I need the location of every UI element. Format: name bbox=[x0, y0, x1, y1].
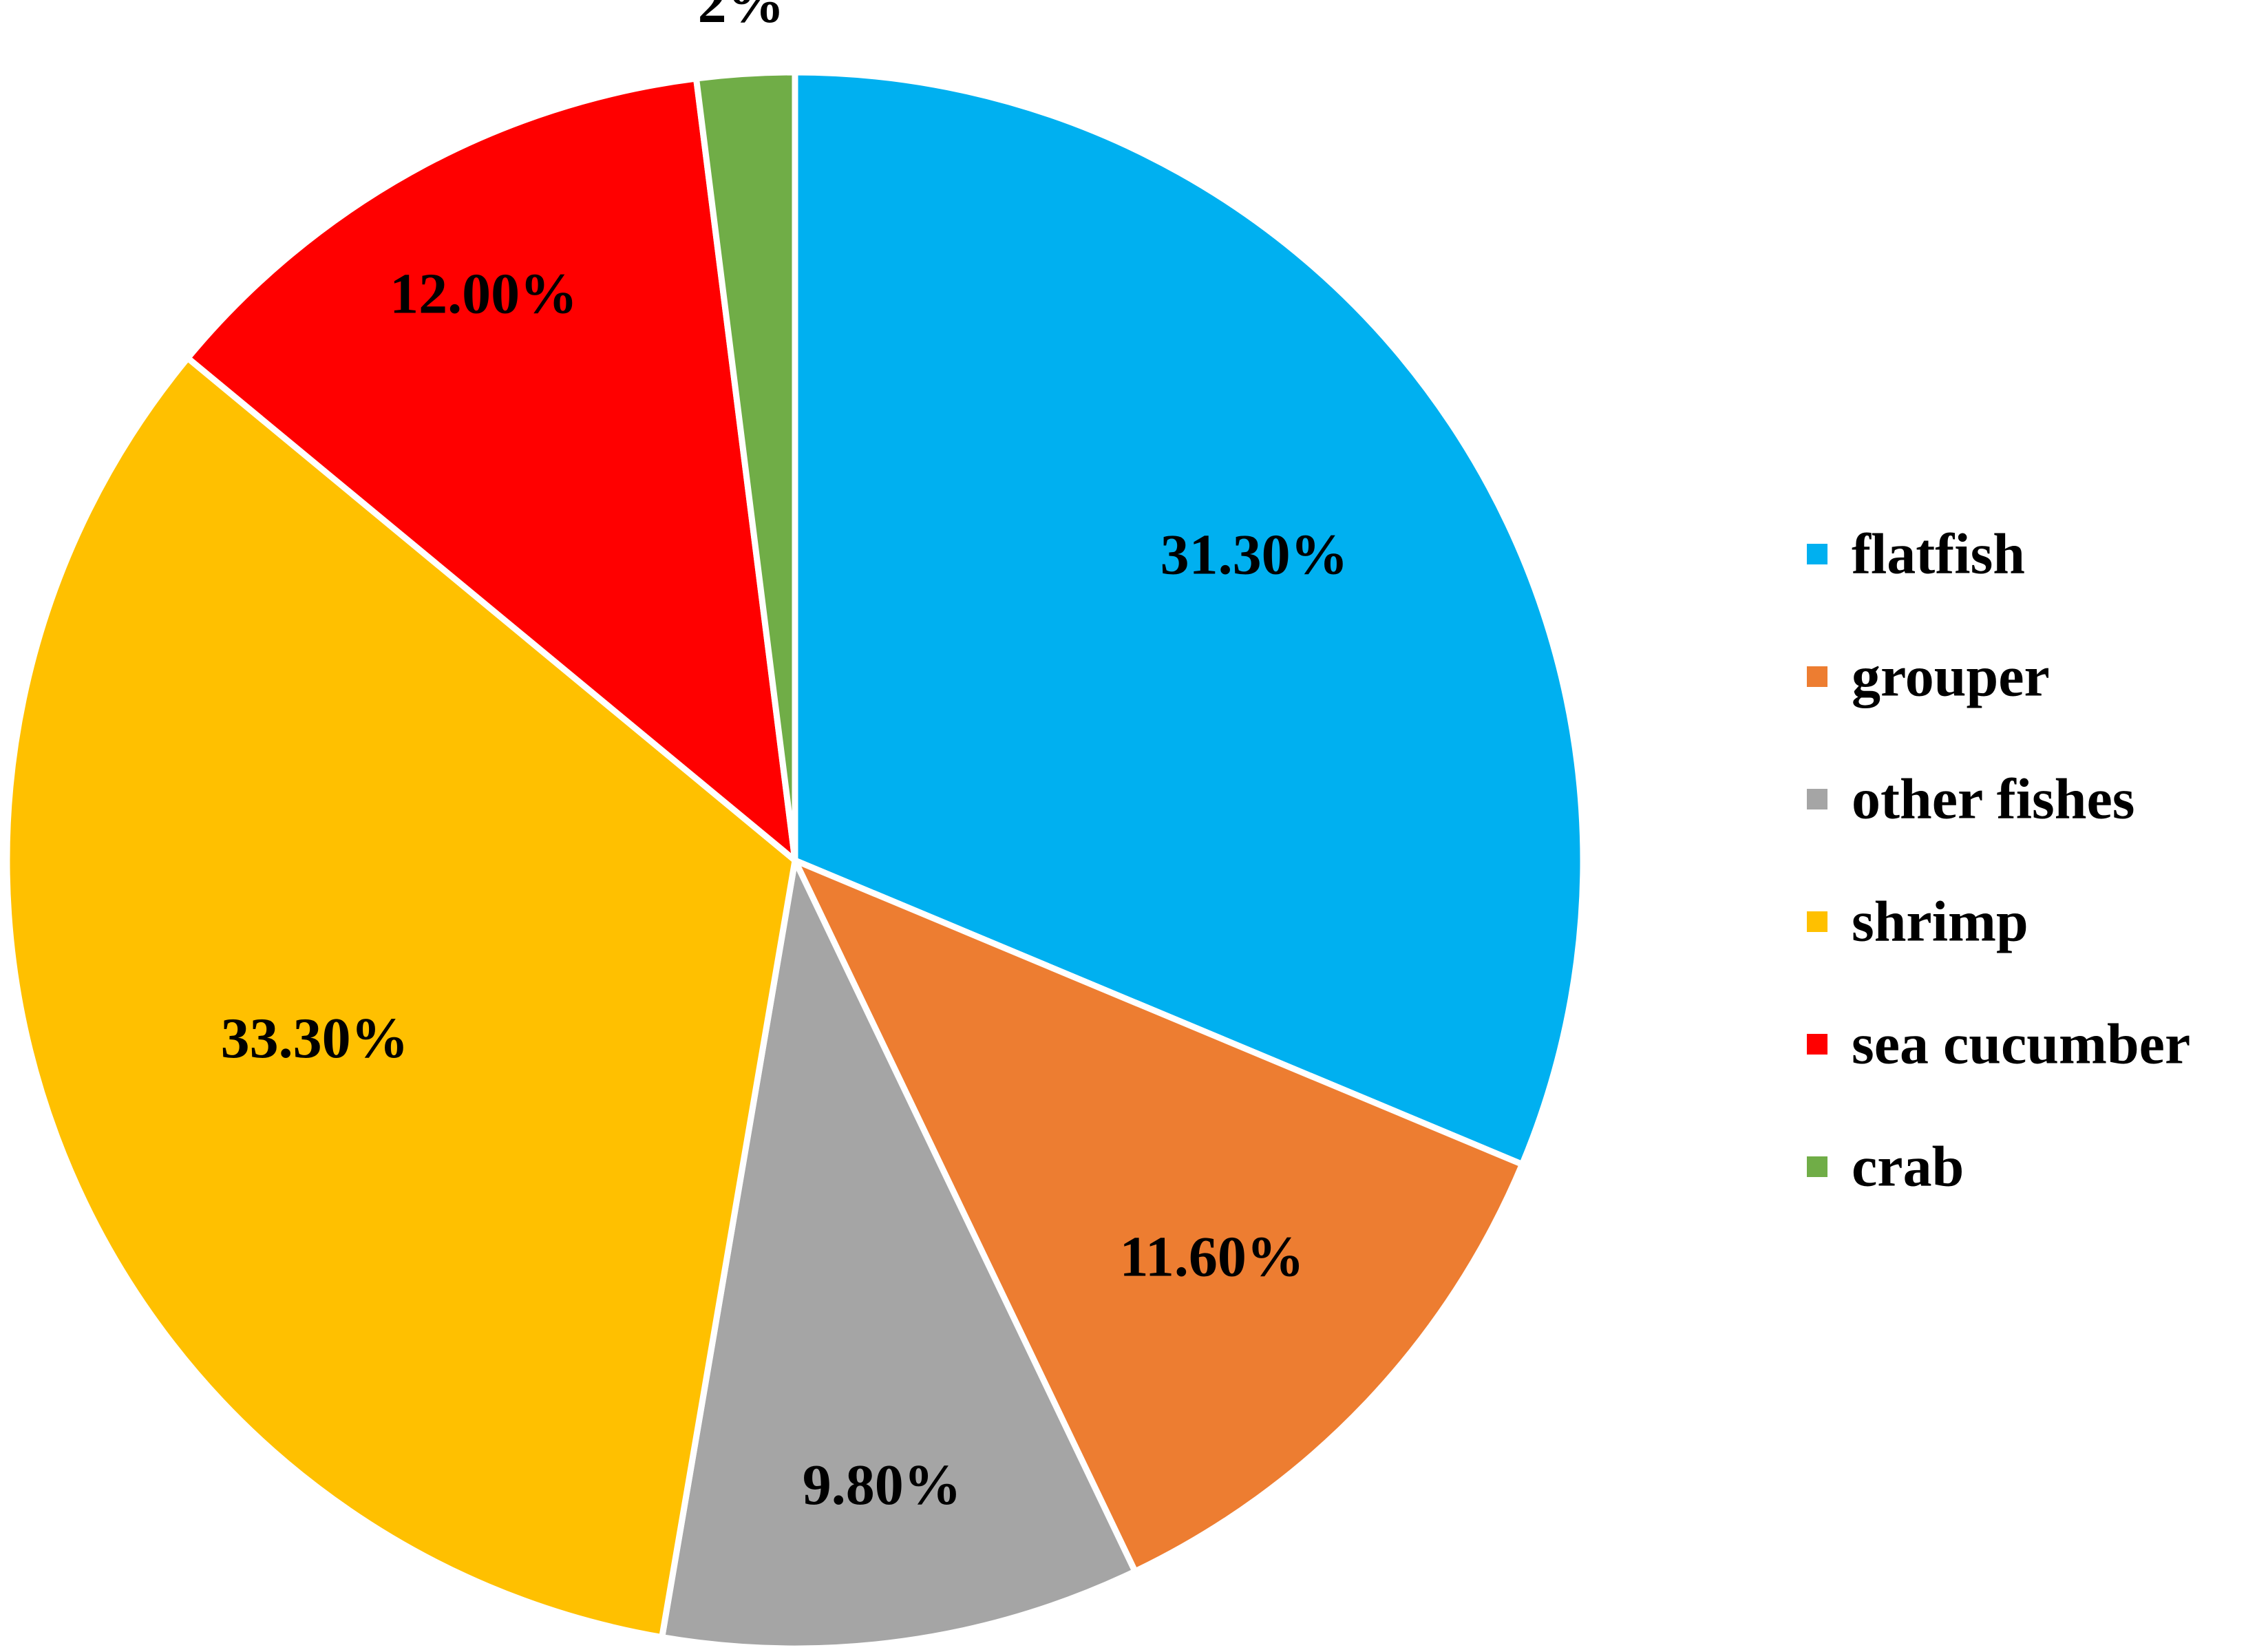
legend-swatch-shrimp bbox=[1807, 911, 1827, 932]
pie-slice-sea-cucumber bbox=[184, 75, 798, 864]
legend-item-flatfish: flatfish bbox=[1807, 522, 2025, 586]
pie-slice-flatfish bbox=[792, 69, 1587, 1167]
legend-item-other-fishes: other fishes bbox=[1807, 767, 2134, 832]
data-label-sea-cucumber: 12.00% bbox=[390, 262, 578, 326]
pie-slices bbox=[3, 69, 1587, 1652]
legend-swatch-sea-cucumber bbox=[1807, 1034, 1827, 1055]
legend-label-other-fishes: other fishes bbox=[1852, 767, 2134, 832]
data-label-grouper: 11.60% bbox=[1120, 1225, 1304, 1289]
pie-slice-grouper bbox=[792, 857, 1525, 1575]
legend-label-crab: crab bbox=[1852, 1135, 1964, 1199]
pie-slice-crab bbox=[692, 69, 798, 864]
legend-label-grouper: grouper bbox=[1852, 645, 2050, 709]
legend-swatch-crab bbox=[1807, 1156, 1827, 1177]
pie-slice-shrimp bbox=[3, 354, 798, 1641]
legend-swatch-grouper bbox=[1807, 666, 1827, 687]
legend-item-grouper: grouper bbox=[1807, 645, 2050, 709]
legend-label-sea-cucumber: sea cucumber bbox=[1852, 1013, 2190, 1077]
legend-swatch-flatfish bbox=[1807, 544, 1827, 564]
data-label-shrimp: 33.30% bbox=[221, 1006, 409, 1070]
pie-data-labels: 31.30% 11.60% 9.80% 33.30% 12.00% 2% bbox=[221, 0, 1348, 1517]
legend-item-sea-cucumber: sea cucumber bbox=[1807, 1013, 2190, 1077]
legend-swatch-other-fishes bbox=[1807, 789, 1827, 809]
data-label-flatfish: 31.30% bbox=[1161, 522, 1348, 586]
legend-item-crab: crab bbox=[1807, 1135, 1964, 1199]
pie-slice-other-fishes bbox=[659, 857, 1138, 1652]
legend-item-shrimp: shrimp bbox=[1807, 890, 2028, 954]
data-label-crab: 2% bbox=[698, 0, 785, 35]
legend: flatfish grouper other fishes shrimp sea cuc… bbox=[1807, 522, 2190, 1199]
legend-label-shrimp: shrimp bbox=[1852, 890, 2028, 954]
legend-label-flatfish: flatfish bbox=[1852, 522, 2025, 586]
data-label-other-fishes: 9.80% bbox=[803, 1453, 962, 1517]
